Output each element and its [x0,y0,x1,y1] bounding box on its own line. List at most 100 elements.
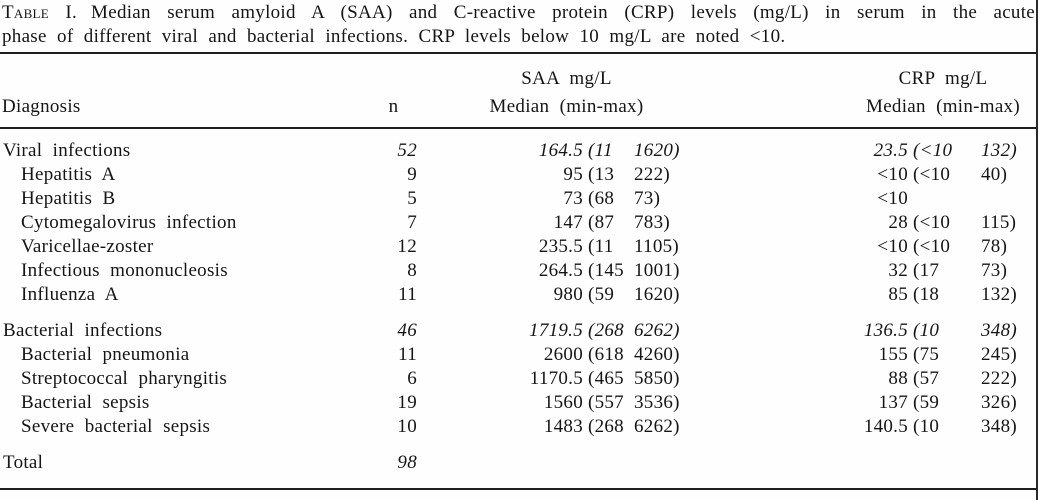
saa-min-cell: (465 [588,368,624,389]
crp-median-cell: <10 [877,236,908,257]
crp-min-cell: (75 [913,344,940,365]
bottom-rule [0,488,1037,490]
header-crp-stat: Median (min-max) [866,96,1020,117]
crp-median-cell: 85 [888,284,908,305]
crp-min-cell: (59 [913,392,940,413]
header-saa-unit: SAA mg/L [521,68,612,89]
saa-median-cell: 1560 [543,392,583,413]
crp-median-cell: 155 [878,344,908,365]
crp-min-cell: (<10 [913,164,951,185]
diagnosis-cell: Bacterial pneumonia [21,344,190,365]
saa-max-cell: 783) [634,212,670,233]
saa-max-cell: 1620) [634,140,680,161]
n-cell: 52 [397,140,417,161]
caption-line-1: Table I. Median serum amyloid A (SAA) and… [2,1,1035,25]
header-n: n [388,96,399,117]
header-saa-group: SAA mg/L Median (min-max) [417,65,692,121]
saa-min-cell: (145 [588,260,624,281]
crp-min-cell: (10 [913,416,940,437]
header-diagnosis: Diagnosis [2,96,81,117]
n-cell: 9 [407,164,417,185]
diagnosis-cell: Bacterial infections [3,320,163,341]
crp-max-cell [979,451,1036,475]
table-row: Viral infections 52 164.5 (11 1620) 23.5… [2,139,1036,163]
saa-median-cell: 1483 [543,416,583,437]
crp-median-cell: 137 [878,392,908,413]
diagnosis-cell: Streptococcal pharyngitis [21,368,228,389]
saa-median-cell: 1719.5 [529,320,583,341]
table-row: Bacterial infections 46 1719.5 (268 6262… [2,319,1036,343]
saa-min-cell: (68 [588,188,615,209]
crp-min-cell [908,451,979,475]
table-row: Cytomegalovirus infection 7 147 (87 783)… [2,211,1036,235]
saa-min-cell: (13 [588,164,615,185]
saa-median-cell: 73 [563,188,583,209]
top-rule [0,52,1037,54]
n-cell: 11 [398,344,417,365]
crp-max-cell: 326) [981,392,1017,413]
crp-min-cell: (<10 [913,140,953,161]
n-cell: 46 [397,320,417,341]
saa-max-cell [632,451,692,475]
table-header-row: Diagnosis n SAA mg/L Median (min-max) CR… [2,54,1036,127]
diagnosis-cell: Cytomegalovirus infection [21,212,237,233]
crp-median-cell: 23.5 [873,140,908,161]
diagnosis-cell: Total [3,452,44,473]
table-row: Streptococcal pharyngitis 6 1170.5 (465 … [2,367,1036,391]
saa-median-cell: 2600 [543,344,583,365]
crp-min-cell: (57 [913,368,940,389]
saa-median-cell: 235.5 [538,236,583,257]
n-cell: 19 [397,392,417,413]
saa-max-cell: 1001) [634,260,680,281]
header-crp-group: CRP mg/L Median (min-max) [692,65,1036,121]
diagnosis-cell: Hepatitis B [21,188,116,209]
crp-max-cell: 132) [981,140,1017,161]
crp-median-cell: <10 [877,164,908,185]
saa-median-cell: 980 [553,284,583,305]
table-body: Viral infections 52 164.5 (11 1620) 23.5… [2,139,1036,475]
crp-median-cell [692,451,908,475]
n-cell: 6 [407,368,417,389]
table-row: Influenza A 11 980 (59 1620) 85 (18 132) [2,283,1036,307]
scan-edge-artifact [1036,0,1038,500]
crp-min-cell: (10 [913,320,940,341]
saa-median-cell: 264.5 [538,260,583,281]
diagnosis-cell: Viral infections [3,140,131,161]
saa-min-cell: (618 [588,344,624,365]
crp-max-cell: 132) [981,284,1017,305]
n-cell: 11 [398,284,417,305]
table-row: Varicellae-zoster 12 235.5 (11 1105) <10… [2,235,1036,259]
saa-median-cell: 95 [563,164,583,185]
table-row: Hepatitis B 5 73 (68 73) <10 [2,187,1036,211]
crp-min-cell: (18 [913,284,940,305]
n-cell: 7 [407,212,417,233]
crp-max-cell: 348) [981,416,1017,437]
crp-median-cell: 32 [888,260,908,281]
saa-max-cell: 1105) [634,236,680,257]
diagnosis-cell: Hepatitis A [21,164,116,185]
header-rule [0,127,1037,129]
table-row: Bacterial pneumonia 11 2600 (618 4260) 1… [2,343,1036,367]
diagnosis-cell: Influenza A [21,284,119,305]
saa-min-cell: (59 [588,284,615,305]
saa-max-cell: 3536) [634,392,680,413]
crp-max-cell: 222) [981,368,1017,389]
crp-max-cell: 115) [981,212,1017,233]
crp-max-cell: 348) [981,320,1017,341]
crp-min-cell: (17 [913,260,940,281]
saa-min-cell: (268 [588,416,624,437]
saa-max-cell: 4260) [634,344,680,365]
saa-min-cell: (557 [588,392,624,413]
crp-median-cell: <10 [877,188,908,209]
crp-max-cell: 73) [981,260,1008,281]
crp-max-cell: 78) [981,236,1008,257]
diagnosis-cell: Bacterial sepsis [21,392,150,413]
crp-median-cell: 88 [888,368,908,389]
saa-max-cell: 5850) [634,368,680,389]
diagnosis-cell: Infectious mononucleosis [21,260,228,281]
saa-min-cell: (268 [588,320,624,341]
crp-min-cell: (<10 [913,236,951,257]
n-cell: 8 [407,260,417,281]
saa-max-cell: 73) [634,188,661,209]
